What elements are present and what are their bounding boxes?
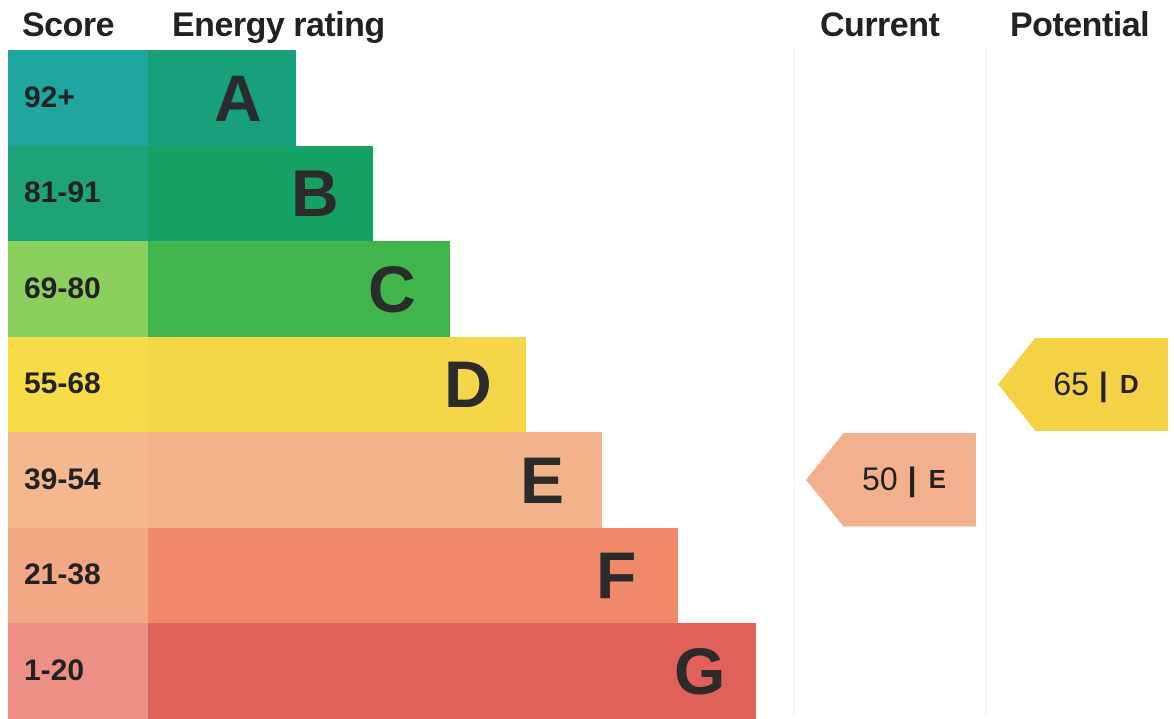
band-b: 81-91 B (8, 145, 373, 241)
band-a: 92+ A (8, 50, 296, 146)
current-rating-arrow: 50 | E (806, 433, 976, 527)
potential-rating-value: 65 (1053, 365, 1089, 402)
band-f: 21-38 F (8, 527, 678, 623)
header-score: Score (22, 6, 115, 44)
band-score-label: 21-38 (8, 527, 148, 623)
column-divider-potential (985, 48, 986, 716)
band-g: 1-20 G (8, 623, 756, 719)
band-score-label: 1-20 (8, 623, 148, 719)
band-e: 39-54 E (8, 432, 602, 528)
band-bar (148, 623, 756, 719)
band-bar (148, 50, 296, 146)
header-potential: Potential (1010, 6, 1150, 44)
band-bar (148, 336, 526, 432)
header-current: Current (820, 6, 940, 44)
potential-rating-separator: | (1098, 365, 1108, 402)
band-score-label: 55-68 (8, 336, 148, 432)
current-rating-value: 50 (862, 461, 898, 498)
band-letter: F (596, 538, 637, 613)
band-bar (148, 527, 678, 623)
band-bar (148, 145, 373, 241)
band-letter: G (674, 633, 726, 708)
band-bar (148, 241, 450, 337)
band-score-label: 92+ (8, 50, 148, 146)
column-divider-current (793, 48, 794, 716)
current-rating-letter: E (928, 464, 946, 495)
band-letter: D (444, 347, 492, 422)
band-letter: E (520, 442, 565, 517)
potential-rating-arrow: 65 | D (998, 337, 1168, 431)
potential-rating-letter: D (1119, 368, 1139, 399)
band-bar (148, 432, 602, 528)
band-score-label: 39-54 (8, 432, 148, 528)
band-letter: C (368, 251, 416, 326)
band-d: 55-68 D (8, 336, 526, 432)
header-energy-rating: Energy rating (172, 6, 385, 44)
current-rating-separator: | (907, 461, 917, 498)
band-score-label: 69-80 (8, 241, 148, 337)
band-letter: B (291, 156, 339, 231)
band-c: 69-80 C (8, 241, 450, 337)
band-letter: A (214, 60, 262, 135)
band-score-label: 81-91 (8, 145, 148, 241)
